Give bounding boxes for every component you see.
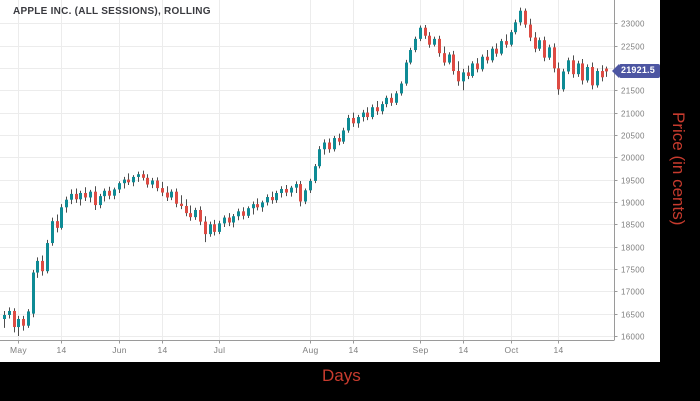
svg-text:Oct: Oct <box>504 345 518 355</box>
chart-panel: 16000 16500 17000 17500 18000 18500 19000 19500… <box>0 0 660 362</box>
badge-arrow-icon <box>612 64 619 79</box>
svg-text:14: 14 <box>348 345 358 355</box>
svg-text:23000: 23000 <box>621 20 645 29</box>
svg-text:22500: 22500 <box>621 43 645 52</box>
svg-text:21500: 21500 <box>621 87 645 96</box>
svg-text:18500: 18500 <box>621 221 645 230</box>
svg-text:Jun: Jun <box>112 345 127 355</box>
chart-title: APPLE INC. (ALL SESSIONS), ROLLING <box>13 6 211 17</box>
svg-text:14: 14 <box>56 345 66 355</box>
svg-text:14: 14 <box>458 345 468 355</box>
svg-text:May: May <box>10 345 27 355</box>
svg-text:17500: 17500 <box>621 266 645 275</box>
svg-text:16000: 16000 <box>621 333 645 342</box>
svg-text:17000: 17000 <box>621 288 645 297</box>
svg-text:20500: 20500 <box>621 132 645 141</box>
y-axis-label: Price (in cents) <box>669 112 688 226</box>
svg-text:19500: 19500 <box>621 177 645 186</box>
svg-text:Jul: Jul <box>214 345 226 355</box>
svg-text:20000: 20000 <box>621 154 645 163</box>
x-axis-label: Days <box>322 366 361 385</box>
svg-text:Aug: Aug <box>302 345 318 355</box>
svg-text:19000: 19000 <box>621 199 645 208</box>
svg-text:18000: 18000 <box>621 244 645 253</box>
svg-text:14: 14 <box>157 345 167 355</box>
svg-text:Sep: Sep <box>412 345 428 355</box>
last-price-badge: 21921.5 <box>612 64 660 79</box>
candlestick-chart[interactable]: 16000 16500 17000 17500 18000 18500 19000 19500… <box>0 0 660 362</box>
last-price-value: 21921.5 <box>619 64 660 79</box>
svg-text:16500: 16500 <box>621 311 645 320</box>
svg-text:14: 14 <box>553 345 563 355</box>
svg-text:21000: 21000 <box>621 110 645 119</box>
